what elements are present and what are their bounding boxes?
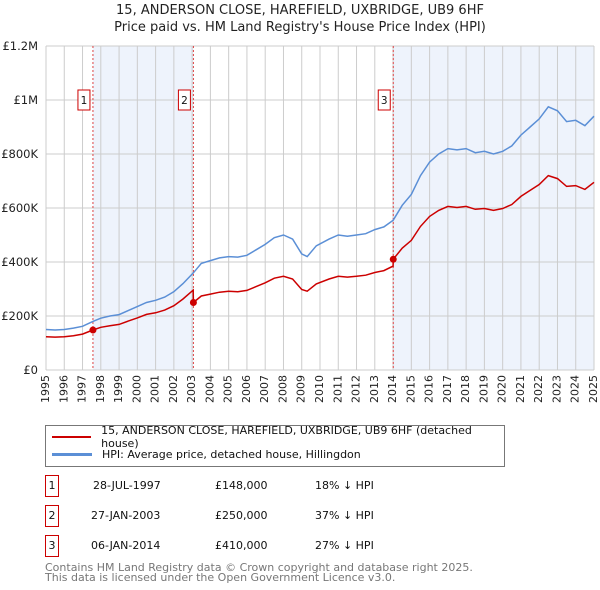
x-tick-label: 2025 [587, 375, 600, 403]
legend: 15, ANDERSON CLOSE, HAREFIELD, UXBRIDGE,… [45, 424, 505, 467]
sale-label: 2 [181, 95, 188, 107]
x-tick-label: 2017 [441, 375, 454, 403]
transaction-hpi: 37% ↓ HPI [315, 509, 374, 522]
x-tick-label: 2008 [276, 375, 289, 403]
x-tick-label: 2013 [368, 375, 381, 403]
x-tick-label: 2014 [386, 375, 399, 403]
sale-point [189, 299, 197, 306]
sale-label-box [77, 89, 91, 111]
y-tick-label: £400K [1, 255, 38, 269]
y-tick-label: £1M [13, 93, 38, 107]
y-tick-label: £1.2M [2, 39, 38, 53]
transaction-price: £250,000 [215, 509, 268, 522]
footer-copyright: Contains HM Land Registry data © Crown c… [45, 561, 473, 574]
legend-item-price: 15, ANDERSON CLOSE, HAREFIELD, UXBRIDGE,… [52, 424, 504, 450]
chart-title: 15, ANDERSON CLOSE, HAREFIELD, UXBRIDGE,… [116, 3, 484, 18]
x-tick-label: 2009 [295, 375, 308, 403]
y-tick-label: £600K [1, 201, 38, 215]
x-tick-label: 2001 [149, 375, 162, 403]
transaction-row: 3 06-JAN-2014 £410,000 27% ↓ HPI [45, 535, 545, 557]
sale-point [89, 326, 97, 334]
footer-licence: This data is licensed under the Open Gov… [45, 571, 396, 584]
legend-label-price: 15, ANDERSON CLOSE, HAREFIELD, UXBRIDGE,… [101, 424, 472, 450]
transaction-hpi: 18% ↓ HPI [315, 479, 374, 492]
x-tick-label: 2003 [185, 375, 198, 403]
x-tick-label: 2020 [496, 375, 509, 403]
x-tick-label: 2007 [258, 375, 271, 403]
x-tick-label: 2006 [240, 375, 253, 403]
transaction-number: 2 [45, 505, 59, 527]
legend-item-hpi: HPI: Average price, detached house, Hill… [52, 446, 361, 462]
sale-label-box [177, 89, 191, 111]
x-tick-label: 2023 [550, 375, 563, 403]
x-tick-label: 2012 [350, 375, 363, 403]
transaction-number: 1 [45, 475, 59, 497]
x-tick-label: 2011 [331, 375, 344, 403]
x-tick-label: 2002 [167, 375, 180, 403]
x-tick-label: 2024 [569, 375, 582, 403]
transaction-price: £148,000 [215, 479, 268, 492]
x-tick-label: 2015 [404, 375, 417, 403]
x-tick-label: 2016 [423, 375, 436, 403]
y-tick-label: £0 [23, 363, 38, 377]
x-tick-label: 2022 [532, 375, 545, 403]
y-tick-label: £800K [1, 147, 38, 161]
transaction-hpi: 27% ↓ HPI [315, 539, 374, 552]
x-tick-label: 1995 [39, 375, 52, 403]
x-tick-label: 2021 [514, 375, 527, 403]
legend-label-hpi: HPI: Average price, detached house, Hill… [102, 447, 361, 461]
legend-swatch-hpi [52, 452, 92, 456]
x-tick-label: 1999 [112, 375, 125, 403]
x-tick-label: 1997 [76, 375, 89, 403]
transaction-date: 27-JAN-2003 [91, 509, 161, 522]
series-line-price [45, 174, 595, 338]
sale-label: 1 [81, 95, 88, 107]
sale-point [389, 255, 397, 263]
transaction-row: 2 27-JAN-2003 £250,000 37% ↓ HPI [45, 505, 545, 527]
price-chart: 1995 1996 1997 1998 1999 2000 2001 2002 2003 2004… [1, 39, 600, 403]
legend-swatch-price [52, 436, 92, 438]
x-tick-label: 2019 [477, 375, 490, 403]
chart-subtitle: Price paid vs. HM Land Registry's House … [114, 20, 486, 35]
transaction-date: 28-JUL-1997 [93, 479, 161, 492]
x-tick-label: 2010 [313, 375, 326, 403]
transaction-number: 3 [45, 535, 59, 557]
transaction-row: 1 28-JUL-1997 £148,000 18% ↓ HPI [45, 475, 545, 497]
series-line-hpi [45, 105, 595, 331]
sale-label-box [377, 89, 391, 111]
sale-label: 3 [381, 95, 388, 107]
x-tick-label: 2000 [130, 375, 143, 403]
x-tick-label: 1998 [94, 375, 107, 403]
transaction-price: £410,000 [215, 539, 268, 552]
transaction-date: 06-JAN-2014 [91, 539, 161, 552]
x-tick-label: 1996 [57, 375, 70, 403]
x-tick-label: 2018 [459, 375, 472, 403]
x-tick-label: 2004 [203, 375, 216, 403]
y-tick-label: £200K [1, 309, 38, 323]
x-tick-label: 2005 [222, 375, 235, 403]
